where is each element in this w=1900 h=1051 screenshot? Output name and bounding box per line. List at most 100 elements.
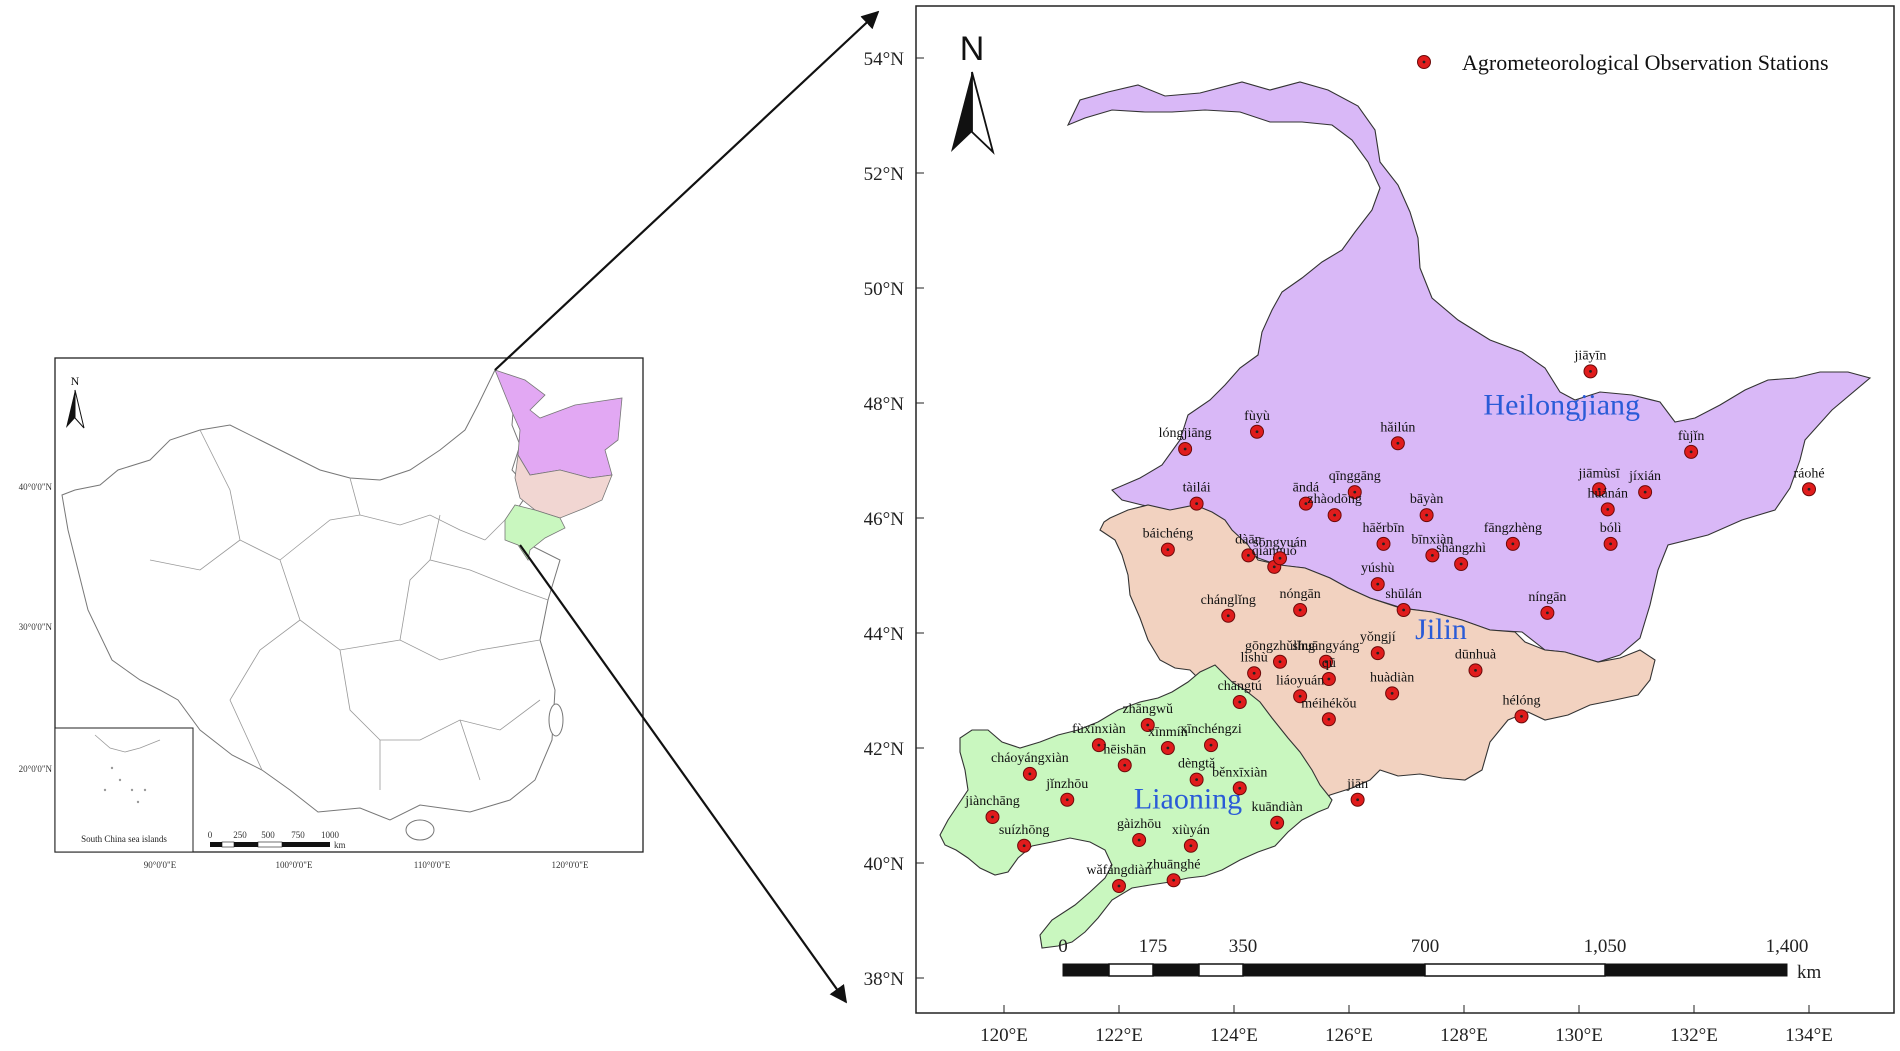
lon-tick-124: 124°E [1210,1025,1258,1046]
station-marker-center [1376,651,1380,655]
station-huanan: huánán [1588,486,1628,517]
station-marker-center [1209,743,1213,747]
station-marker-center [1172,878,1176,882]
station-marker-center [1643,490,1647,494]
china-outline [61,369,561,821]
station-label: xīnmín [1148,725,1188,740]
station-fuxinxian: fùxīnxiàn [1072,722,1126,753]
station-tailai: tàilái [1183,481,1211,511]
station-label: huàdiàn [1370,670,1414,685]
station-daan: dàān [1235,532,1262,563]
station-label: běnxīxiàn [1212,765,1267,780]
station-label: wǎfángdiàn [1086,863,1151,878]
station-marker-center [1353,490,1357,494]
station-songyuan: sōngyuán [1253,535,1307,566]
ov-scale-unit: km [334,840,346,850]
station-xiuyan: xiùyán [1172,823,1210,853]
station-marker-center [1396,441,1400,445]
station-label: jíxián [1628,469,1661,484]
station-label: xīnchéngzi [1180,722,1242,737]
station-shuangyang: shuāngyáng [1293,639,1359,669]
station-xinchengzi: xīnchéngzi [1180,722,1242,753]
station-marker-center [1402,608,1406,612]
station-marker-center [1246,553,1250,557]
ov-scale-0: 0 [208,830,213,840]
station-kuandian: kuāndiàn [1251,800,1303,830]
station-yongji: yǒngjí [1360,630,1396,661]
lon-tick-126: 126°E [1325,1025,1373,1046]
station-marker-center [1545,611,1549,615]
station-marker-center [1430,553,1434,557]
station-marker-center [1195,502,1199,506]
station-nongan: nóngān [1280,587,1321,617]
station-label: méihékǒu [1301,696,1356,711]
station-marker-center [1022,844,1026,848]
lat-ticks: 54°N 52°N 50°N 48°N 46°N 44°N 42°N 40°N … [864,49,924,990]
station-label: shàngzhì [1436,541,1486,556]
station-jixian: jíxián [1628,469,1661,500]
station-gongzhuling: gōngzhǔlǐng [1245,639,1315,669]
station-label: jiāyīn [1574,348,1607,363]
station-fangzheng: fāngzhèng [1484,521,1542,551]
station-marker-center [1028,772,1032,776]
lat-tick-54: 54°N [864,49,905,70]
station-raohe: ráohé [1793,466,1825,497]
station-label: chāngtú [1218,679,1262,694]
ov-scale-750: 750 [291,830,305,840]
legend: Agrometeorological Observation Stations [1417,50,1829,75]
station-marker-center [1272,565,1276,569]
station-label: fùxīnxiàn [1072,722,1126,737]
station-marker-center [1390,691,1394,695]
main-north-arrow: N [951,30,995,155]
province-labels: Heilongjiang Jilin Liaoning [1134,389,1640,816]
station-label: fāngzhèng [1484,521,1542,536]
overview-scale-bar: 0 250 500 750 1000 km [208,830,346,850]
ov-lat-30: 30°0'0"N [19,622,53,632]
station-dengta: dèngtǎ [1178,757,1216,787]
station-label: bāyàn [1410,492,1443,507]
connector-arrow-top [494,10,880,371]
overview-heilongjiang [494,369,623,479]
station-haerbin: hāěrbīn [1363,521,1404,551]
station-bayan: bāyàn [1410,492,1443,523]
lat-tick-44: 44°N [864,624,905,645]
station-liaoyuan: liáoyuán [1276,673,1324,704]
station-fujin: fùjǐn [1678,429,1704,459]
station-marker-center [1097,743,1101,747]
main-map: N Agrometeorological Observation Station… [864,5,1895,1046]
stations-layer: jiāyīn fùyù hǎilún lóngjiāng fùjǐn ráohé tàilá… [964,348,1825,893]
station-marker-center [1425,513,1429,517]
station-wafangdian: wǎfángdiàn [1086,863,1152,893]
scale-label-175: 175 [1139,936,1168,957]
station-helong: hélóng [1502,693,1541,724]
station-marker-center [1511,542,1515,546]
station-marker-center [1298,608,1302,612]
ov-scale-1000: 1000 [321,830,340,840]
station-marker-center [1333,513,1337,517]
station-marker-center [1589,369,1592,373]
station-qu: qū [1321,656,1336,686]
ov-lat-40: 40°0'0"N [19,482,53,492]
station-label: fùyù [1244,409,1270,424]
station-label: cháoyángxiàn [991,751,1069,766]
station-label: zhāngwǔ [1122,702,1173,717]
station-label: suízhōng [999,823,1050,838]
station-label: níngān [1528,590,1566,605]
station-label: gōngzhǔlǐng [1245,639,1315,654]
overview-north-arrow: N [66,374,85,429]
station-shulan: shūlán [1385,587,1422,617]
station-marker-center [1382,542,1385,546]
station-dunhua: dūnhuà [1455,647,1497,678]
station-label: jiān [1346,777,1368,792]
ov-lon-120: 120°0'0"E [552,860,589,870]
station-marker-center [1238,700,1242,704]
station-qinggang: qīnggāng [1329,469,1381,500]
station-label: nóngān [1280,587,1321,602]
station-boli: bólì [1600,521,1622,551]
station-marker-center [1137,838,1141,842]
scale-label-350: 350 [1229,936,1258,957]
station-marker-center [1298,694,1302,698]
ov-scale-500: 500 [261,830,275,840]
station-label: dèngtǎ [1178,757,1216,772]
station-label: yúshù [1361,561,1394,576]
